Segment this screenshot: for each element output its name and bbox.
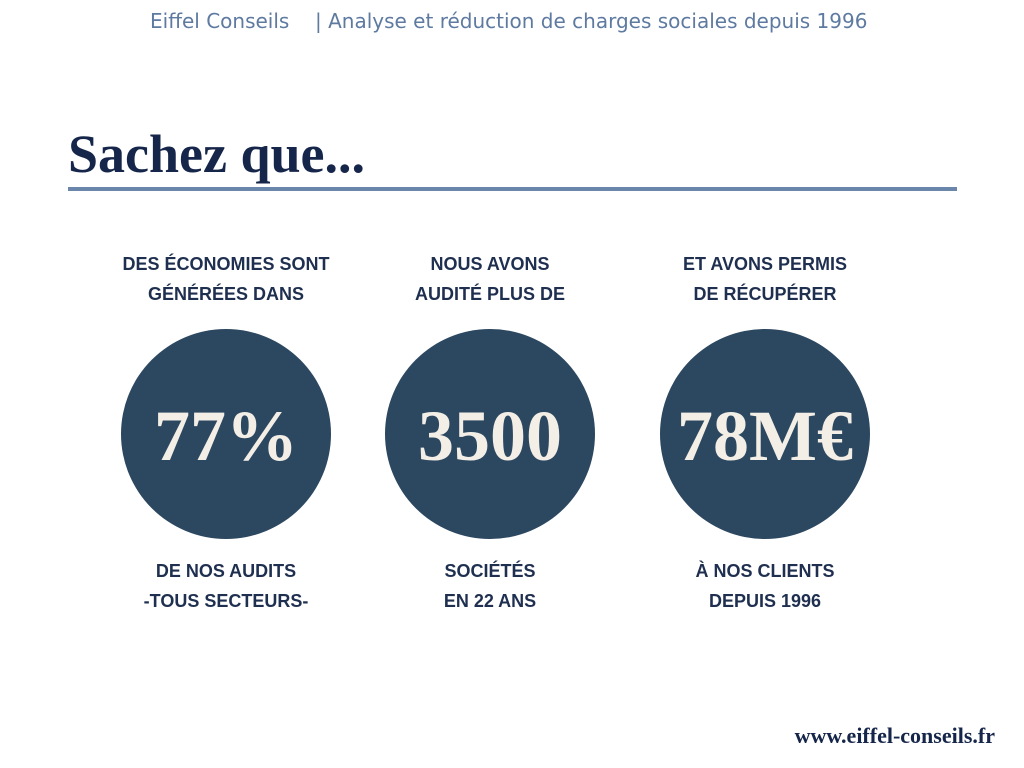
stat-bottom-line: -TOUS SECTEURS- — [144, 591, 309, 611]
stats: DES ÉCONOMIES SONT GÉNÉRÉES DANS 77% DE NOS… — [121, 253, 870, 611]
stat-circle — [385, 329, 595, 539]
stat-bottom-line: À NOS CLIENTS — [695, 560, 834, 581]
stat-top-line: ET AVONS PERMIS — [683, 254, 847, 274]
header-tagline: | Analyse et réduction de charges social… — [315, 9, 867, 33]
title: Sachez que... — [68, 124, 365, 184]
footer-url: www.eiffel-conseils.fr — [795, 723, 996, 748]
stat-top-line: DE RÉCUPÉRER — [693, 283, 836, 304]
stat-circle — [660, 329, 870, 539]
stat-value: 77% — [154, 396, 298, 476]
stat-bottom-line: DE NOS AUDITS — [156, 561, 296, 581]
stat-top-line: DES ÉCONOMIES SONT — [122, 253, 329, 274]
stat-value: 78M€ — [677, 396, 853, 476]
title-rule — [68, 187, 957, 191]
stat-top-line: NOUS AVONS — [430, 254, 549, 274]
stat-value: 3500 — [418, 396, 562, 476]
stat-bottom-line: SOCIÉTÉS — [444, 560, 535, 581]
stat-circle — [121, 329, 331, 539]
stat-top-line: GÉNÉRÉES DANS — [148, 283, 304, 304]
stat-top-line: AUDITÉ PLUS DE — [415, 283, 565, 304]
stat-bottom-line: DEPUIS 1996 — [709, 591, 821, 611]
stat-bottom-line: EN 22 ANS — [444, 591, 536, 611]
header-brand: Eiffel Conseils — [150, 9, 289, 33]
